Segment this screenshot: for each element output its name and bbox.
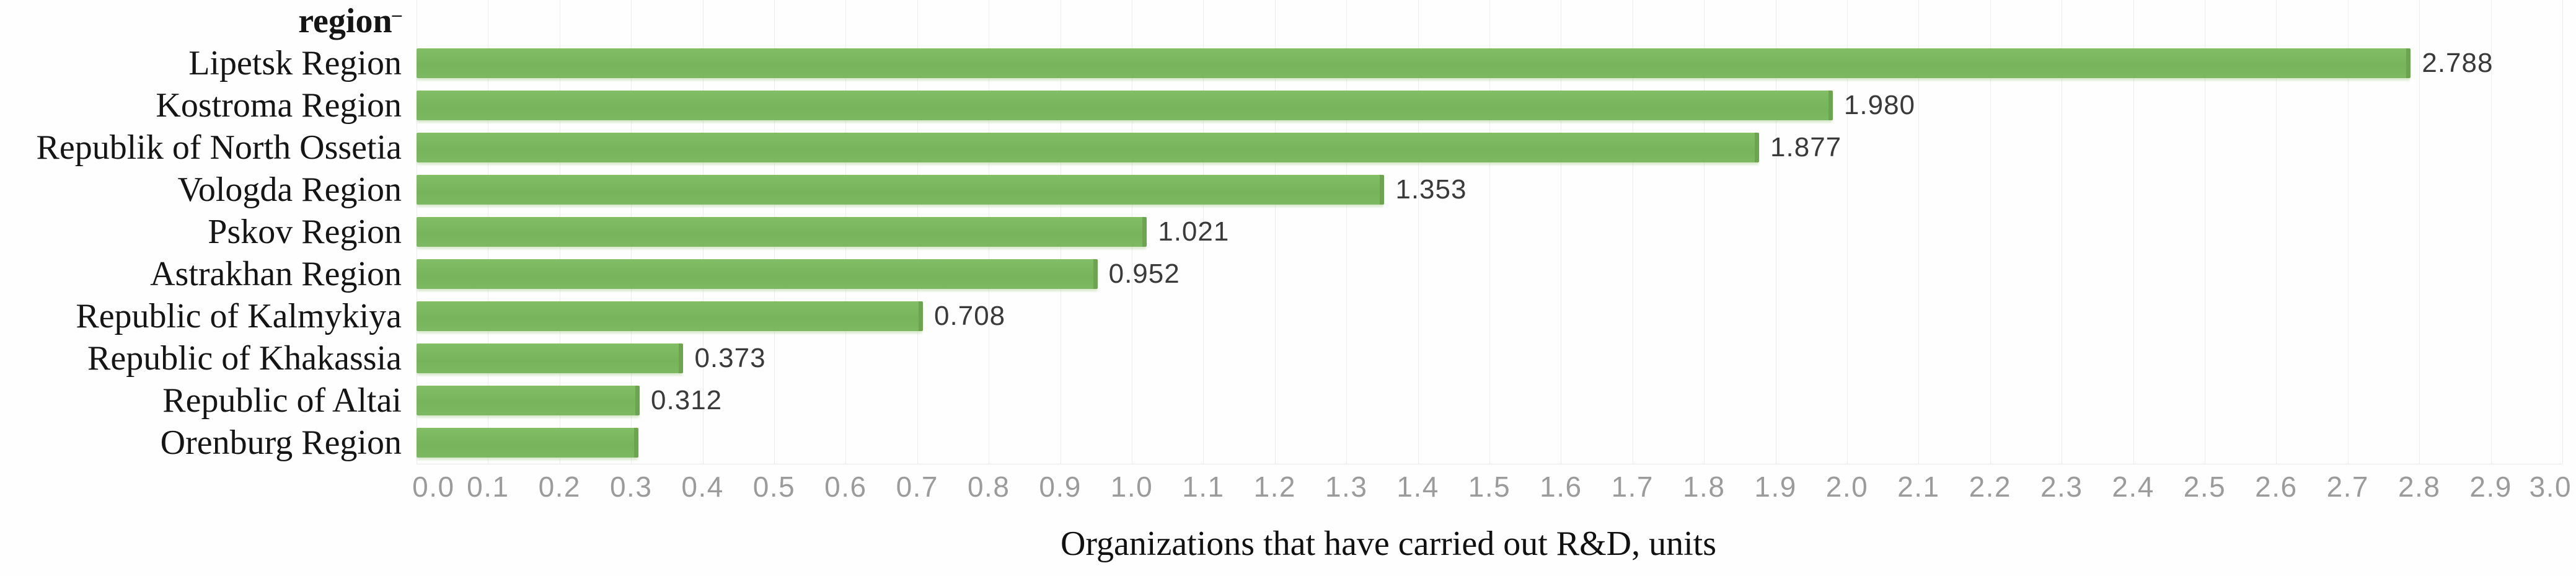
- x-axis-title: Organizations that have carried out R&D,…: [1060, 525, 1717, 563]
- column-header-text: region: [298, 2, 392, 40]
- bar-value-label: 0.312: [651, 385, 723, 415]
- gridline-x-1.4: [1418, 0, 1419, 464]
- x-tick-label: 0.0: [412, 471, 455, 503]
- gridline-x-1.8: [1704, 0, 1705, 464]
- x-tick-label: 0.5: [752, 471, 796, 503]
- gridline-x-2.9: [2490, 0, 2492, 464]
- gridline-x-2.1: [1918, 0, 1920, 464]
- x-tick-label: 1.8: [1682, 471, 1726, 503]
- bar-value-label: 1.877: [1770, 132, 1842, 162]
- x-tick-label: 1.6: [1540, 471, 1582, 503]
- x-axis-tick-row: 0.0 0.1 0.2 0.3 0.4 0.5 0.6 0.7 0.8 0.9 1.0 1.1 1.2 1…: [412, 466, 2570, 503]
- gridline-x-2.8: [2419, 0, 2420, 464]
- gridline-x-1.2: [1274, 0, 1276, 464]
- category-label: Kostroma Region: [156, 86, 402, 125]
- bar: [417, 301, 924, 331]
- category-label: Republic of Altai: [162, 381, 402, 420]
- bar-value-label: 1.021: [1158, 216, 1230, 247]
- category-label: Pskov Region: [208, 213, 402, 251]
- category-label: Vologda Region: [177, 171, 402, 209]
- category-label: Republik of North Ossetia: [36, 128, 402, 167]
- x-tick-label: 2.0: [1825, 471, 1869, 503]
- bar-value-label: 1.980: [1843, 90, 1916, 120]
- x-tick-label: 0.9: [1039, 471, 1082, 503]
- gridline-x-2.6: [2276, 0, 2277, 464]
- bar: [417, 428, 638, 458]
- x-tick-label: 2.8: [2397, 471, 2441, 503]
- category-label-column: region – Lipetsk Region Kostroma Region Rep…: [0, 0, 409, 464]
- gridline-x-1.1: [1203, 0, 1204, 464]
- bar-value-label: 0.373: [694, 343, 766, 373]
- x-tick-label: 0.7: [896, 471, 939, 503]
- x-tick-label: 0.8: [967, 471, 1010, 503]
- category-label: Republic of Khakassia: [87, 339, 402, 378]
- x-tick-label: 0.2: [538, 471, 581, 503]
- x-tick-label: 1.4: [1396, 471, 1439, 503]
- bar: [417, 343, 684, 373]
- bar-value-label: 0.708: [934, 301, 1006, 331]
- category-label: Lipetsk Region: [188, 44, 402, 82]
- gridline-x-2.7: [2347, 0, 2349, 464]
- gridline-x-2.4: [2133, 0, 2134, 464]
- x-tick-label: 2.1: [1897, 471, 1940, 503]
- category-label: Orenburg Region: [160, 423, 402, 462]
- x-tick-label: 1.3: [1325, 471, 1368, 503]
- x-tick-label: 0.1: [467, 471, 509, 503]
- category-label: Astrakhan Region: [150, 255, 402, 293]
- bar: [417, 259, 1098, 289]
- bar: [417, 133, 1760, 162]
- x-tick-label: 0.3: [609, 471, 653, 503]
- bar-value-label: 2.788: [2422, 48, 2494, 78]
- gridline-x-1.3: [1346, 0, 1348, 464]
- bar-value-label: 0.952: [1108, 259, 1180, 289]
- x-tick-label: 1.7: [1611, 471, 1654, 503]
- x-tick-label: 0.6: [824, 471, 867, 503]
- category-label: Republic of Kalmykiya: [76, 297, 402, 335]
- x-tick-label: 1.9: [1754, 471, 1797, 503]
- x-tick-label: 1.5: [1468, 471, 1511, 503]
- gridline-x-2.0: [1846, 0, 1848, 464]
- gridline-x-3.0: [2562, 0, 2563, 464]
- x-tick-label: 2.9: [2469, 471, 2512, 503]
- x-tick-label: 2.2: [1969, 471, 2012, 503]
- bar: [417, 386, 640, 415]
- plot-area: 2.788 1.980 1.877 1.353 1.021 0.952 0.708 0.373…: [417, 0, 2563, 464]
- x-tick-label: 2.3: [2040, 471, 2083, 503]
- x-tick-label: 1.1: [1182, 471, 1225, 503]
- x-tick-label: 2.4: [2112, 471, 2155, 503]
- x-tick-label: 2.5: [2183, 471, 2226, 503]
- column-header-region: region –: [298, 2, 402, 40]
- bar: [417, 217, 1147, 247]
- x-tick-label: 2.7: [2326, 471, 2370, 503]
- x-tick-label: 3.0: [2529, 471, 2572, 503]
- bar: [417, 175, 1385, 205]
- bar: [417, 91, 1833, 120]
- bar-value-label: 1.353: [1395, 174, 1467, 205]
- gridline-x-1.5: [1489, 0, 1490, 464]
- x-tick-label: 0.4: [681, 471, 724, 503]
- x-tick-label: 2.6: [2255, 471, 2298, 503]
- x-tick-label: 1.0: [1110, 471, 1153, 503]
- x-tick-label: 1.2: [1253, 471, 1297, 503]
- gridline-x-2.2: [1990, 0, 1991, 464]
- bar: [417, 48, 2411, 78]
